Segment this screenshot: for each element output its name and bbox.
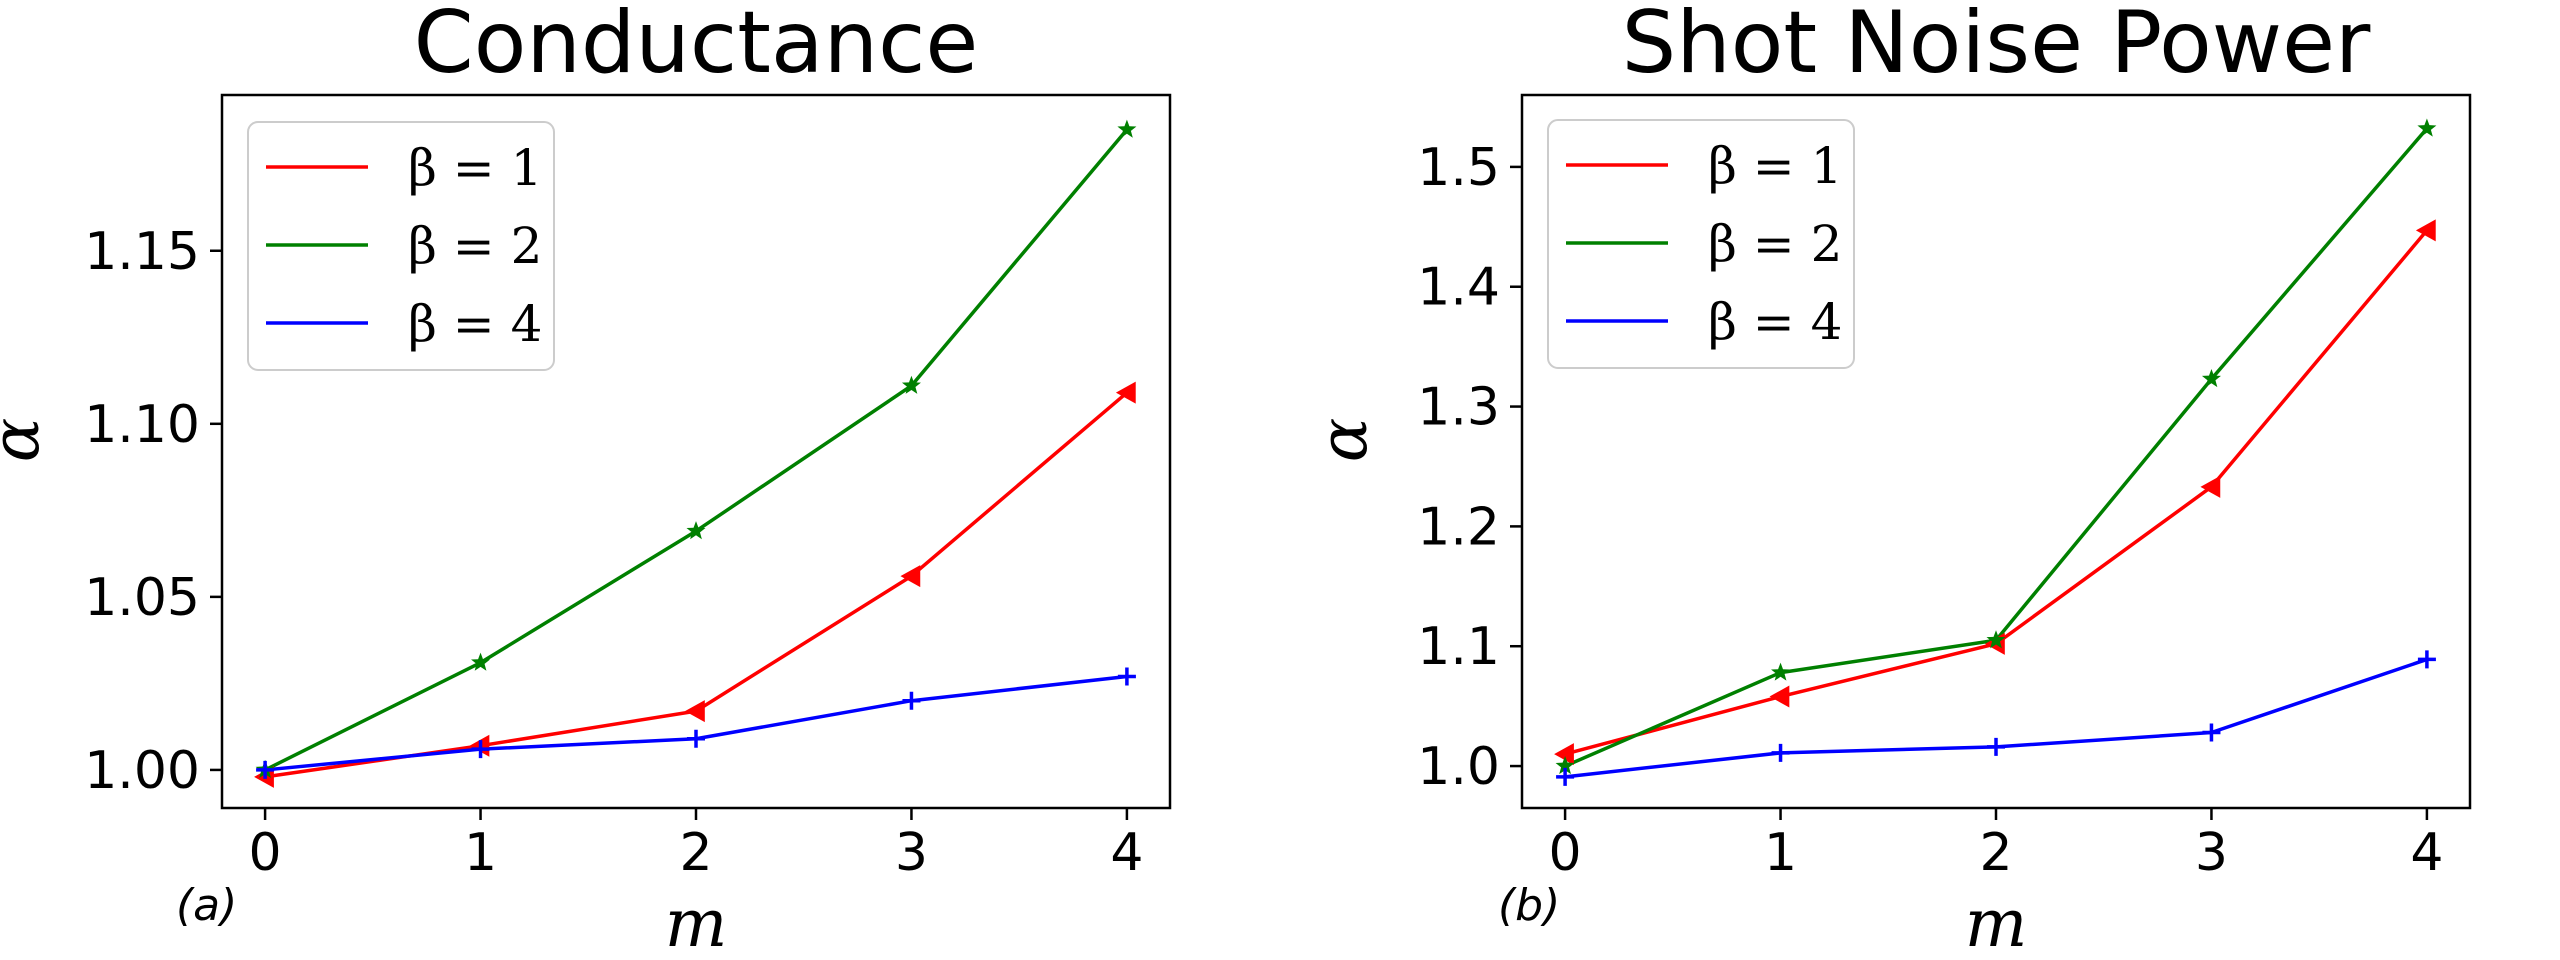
x-tick-label: 3: [2195, 823, 2228, 883]
conductance-chart: Conductance 0 1 2 3 4 1.00 1.05 1.10 1.15 α m (a) β =…: [0, 0, 1172, 960]
legend-box: [1547, 119, 1855, 369]
x-axis-label: m: [1965, 885, 2028, 960]
data-point-series-2: [471, 652, 491, 671]
x-axis-label: m: [665, 885, 728, 960]
data-point-series-1: [900, 565, 921, 588]
y-tick-label: 1.5: [1417, 138, 1500, 198]
legend: β = 1 β = 2 β = 4: [247, 121, 555, 371]
legend-label-1: β = 1: [408, 139, 542, 197]
x-tick-label: 4: [1110, 823, 1143, 883]
y-axis-label: α: [1305, 418, 1382, 463]
data-point-series-3: [2202, 723, 2221, 742]
data-point-series-3: [687, 729, 705, 748]
data-point-series-2: [686, 521, 706, 540]
y-tick-label: 1.1: [1417, 617, 1500, 677]
data-point-series-3: [471, 740, 490, 759]
data-point-series-3: [2417, 650, 2436, 669]
series-line-3: [264, 674, 1128, 772]
data-point-series-3: [1556, 767, 1575, 786]
legend-label-3: β = 4: [408, 295, 542, 353]
data-point-series-3: [1771, 743, 1790, 762]
y-tick-label: 1.4: [1417, 258, 1500, 318]
x-tick-label: 2: [679, 823, 712, 883]
data-point-series-1: [2200, 475, 2221, 498]
x-tick-label: 4: [2410, 823, 2443, 883]
data-point-series-2: [2201, 369, 2221, 388]
legend: β = 1 β = 2 β = 4: [1547, 119, 1855, 369]
x-tick-label: 1: [1764, 823, 1797, 883]
legend-label-3: β = 4: [1708, 293, 1842, 351]
shot-noise-chart: Shot Noise Power 0 1 2 3 4 1.0 1.1 1.2 1.3 1.4 1.5 α…: [1305, 0, 2472, 960]
legend-label-1: β = 1: [1708, 137, 1842, 195]
y-tick-label: 1.00: [84, 741, 200, 801]
y-tick-label: 1.10: [84, 395, 200, 455]
panel-label: (a): [176, 880, 237, 931]
legend-label-2: β = 2: [408, 217, 542, 275]
legend-box: [247, 121, 555, 371]
y-axis-label: α: [0, 418, 54, 463]
x-tick-label: 1: [464, 823, 497, 883]
x-tick-label: 3: [895, 823, 928, 883]
y-tick-label: 1.3: [1417, 378, 1500, 438]
y-tick-label: 1.15: [84, 222, 200, 282]
data-point-series-2: [1117, 119, 1137, 138]
data-point-series-2: [1555, 756, 1575, 775]
x-tick-label: 0: [249, 823, 282, 883]
y-tick-label: 1.05: [84, 568, 200, 628]
series-line-1: [264, 391, 1129, 779]
y-tick-label: 1.2: [1417, 497, 1500, 557]
x-tick-label: 0: [1549, 823, 1582, 883]
data-point-series-2: [1986, 630, 2006, 649]
legend-label-2: β = 2: [1708, 215, 1842, 273]
data-point-series-1: [2415, 219, 2436, 242]
data-point-series-2: [901, 375, 921, 394]
data-point-series-2: [2417, 118, 2437, 137]
data-point-series-1: [1769, 685, 1790, 708]
chart-title: Conductance: [414, 0, 979, 93]
data-point-series-3: [1117, 667, 1136, 686]
data-point-series-3: [1987, 737, 2005, 756]
data-point-series-3: [256, 760, 275, 779]
x-tick-label: 2: [1979, 823, 2012, 883]
data-point-series-1: [1115, 381, 1136, 404]
data-point-series-1: [685, 700, 705, 723]
data-point-series-2: [1771, 662, 1791, 681]
data-point-series-1: [1554, 743, 1574, 766]
y-tick-label: 1.0: [1417, 737, 1500, 797]
chart-title: Shot Noise Power: [1622, 0, 2371, 93]
data-point-series-3: [902, 691, 921, 710]
panel-label: (b): [1498, 880, 1560, 931]
